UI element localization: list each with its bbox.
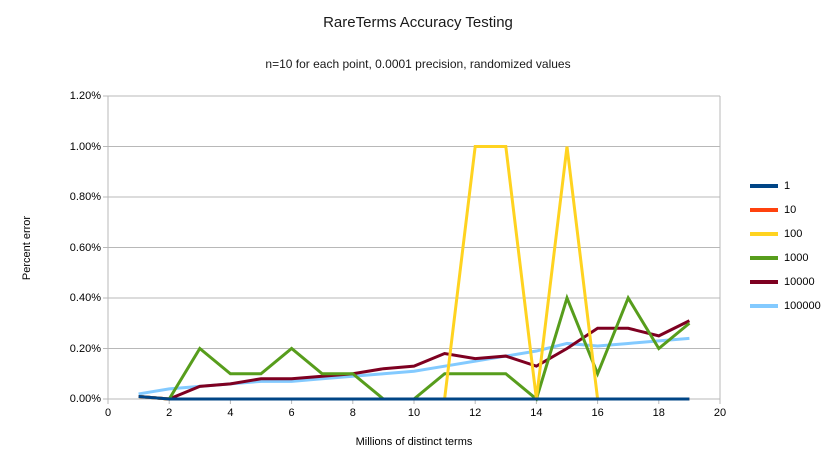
y-tick-label: 0.80% bbox=[69, 191, 101, 203]
legend-swatch-icon bbox=[750, 256, 778, 260]
legend-label: 1000 bbox=[784, 252, 809, 264]
legend-swatch-icon bbox=[750, 304, 778, 308]
y-tick-label: 0.00% bbox=[69, 393, 101, 405]
legend: 1 10 100 1000 10000 100000 bbox=[750, 174, 821, 318]
x-tick-label: 12 bbox=[469, 407, 482, 419]
legend-label: 10000 bbox=[784, 276, 815, 288]
legend-swatch-icon bbox=[750, 184, 778, 188]
y-tick-label: 0.60% bbox=[69, 241, 101, 254]
series-line-100 bbox=[138, 145, 690, 401]
x-tick-label: 10 bbox=[407, 407, 421, 419]
legend-swatch-icon bbox=[750, 208, 778, 212]
y-tick-label: 0.40% bbox=[69, 292, 101, 304]
chart-subtitle: n=10 for each point, 0.0001 precision, r… bbox=[265, 57, 571, 71]
series-line-1 bbox=[138, 394, 690, 401]
legend-swatch-icon bbox=[750, 232, 778, 236]
legend-item-1: 1 bbox=[750, 174, 821, 198]
legend-label: 100000 bbox=[784, 300, 821, 312]
x-tick-label: 18 bbox=[652, 407, 665, 419]
legend-label: 10 bbox=[784, 204, 797, 216]
x-tick-label: 14 bbox=[530, 407, 543, 419]
legend-label: 1 bbox=[784, 180, 791, 192]
series-line-10000 bbox=[138, 319, 691, 401]
legend-item-10: 10 bbox=[750, 198, 821, 222]
legend-item-10000: 10000 bbox=[750, 270, 821, 294]
x-tick-label: 16 bbox=[591, 407, 604, 419]
y-tick-label: 1.20% bbox=[69, 90, 101, 102]
chart-title: RareTerms Accuracy Testing bbox=[323, 14, 513, 31]
x-axis-title: Millions of distinct terms bbox=[355, 436, 473, 448]
x-tick-label: 0 bbox=[104, 407, 112, 419]
y-tick-label: 0.20% bbox=[69, 342, 101, 355]
legend-item-1000: 1000 bbox=[750, 246, 821, 270]
x-tick-label: 2 bbox=[166, 407, 173, 419]
y-tick-label: 1.00% bbox=[69, 140, 101, 153]
x-tick-label: 8 bbox=[349, 407, 356, 419]
legend-item-100000: 100000 bbox=[750, 294, 821, 318]
x-tick-label: 4 bbox=[227, 407, 234, 419]
x-tick-label: 6 bbox=[288, 407, 295, 419]
legend-label: 100 bbox=[784, 228, 803, 240]
legend-item-100: 100 bbox=[750, 222, 821, 246]
x-tick-label: 20 bbox=[713, 407, 727, 419]
legend-swatch-icon bbox=[750, 280, 778, 284]
